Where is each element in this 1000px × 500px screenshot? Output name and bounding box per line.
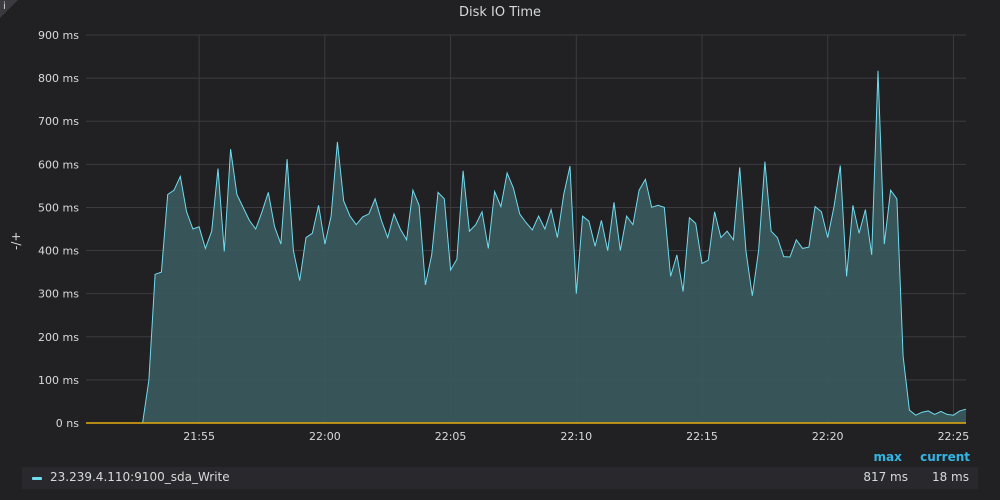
y-tick-label: 600 ms bbox=[38, 158, 79, 171]
x-tick-label: 22:25 bbox=[938, 430, 970, 443]
series-color-swatch[interactable] bbox=[32, 477, 42, 480]
legend-row[interactable]: 23.239.4.110:9100_sda_Write 817 ms 18 ms bbox=[22, 467, 978, 489]
legend-max-value: 817 ms bbox=[863, 470, 908, 484]
x-tick-label: 22:15 bbox=[686, 430, 718, 443]
info-icon[interactable]: i bbox=[3, 1, 6, 12]
legend-max-header[interactable]: max bbox=[873, 450, 902, 464]
y-tick-label: 900 ms bbox=[38, 29, 79, 42]
legend-current-value: 18 ms bbox=[931, 470, 969, 484]
x-tick-label: 22:10 bbox=[560, 430, 592, 443]
y-tick-label: 400 ms bbox=[38, 245, 79, 258]
info-corner[interactable] bbox=[0, 0, 18, 18]
y-tick-label: 500 ms bbox=[38, 201, 79, 214]
legend-header: max current bbox=[860, 450, 970, 464]
y-tick-label: 700 ms bbox=[38, 115, 79, 128]
y-tick-label: 200 ms bbox=[38, 331, 79, 344]
y-tick-label: 800 ms bbox=[38, 72, 79, 85]
series-area-fill bbox=[86, 70, 966, 424]
panel-title[interactable]: Disk IO Time bbox=[458, 5, 542, 20]
x-tick-label: 22:00 bbox=[309, 430, 341, 443]
y-tick-label: 100 ms bbox=[38, 374, 79, 387]
series-line[interactable] bbox=[86, 70, 967, 424]
x-tick-label: 22:05 bbox=[435, 430, 467, 443]
legend-current-header[interactable]: current bbox=[920, 450, 970, 464]
y-tick-label: 300 ms bbox=[38, 288, 79, 301]
legend-series-name[interactable]: 23.239.4.110:9100_sda_Write bbox=[50, 470, 230, 484]
x-tick-label: 21:55 bbox=[183, 430, 215, 443]
y-tick-label: 0 ns bbox=[56, 417, 79, 430]
x-tick-label: 22:20 bbox=[812, 430, 844, 443]
